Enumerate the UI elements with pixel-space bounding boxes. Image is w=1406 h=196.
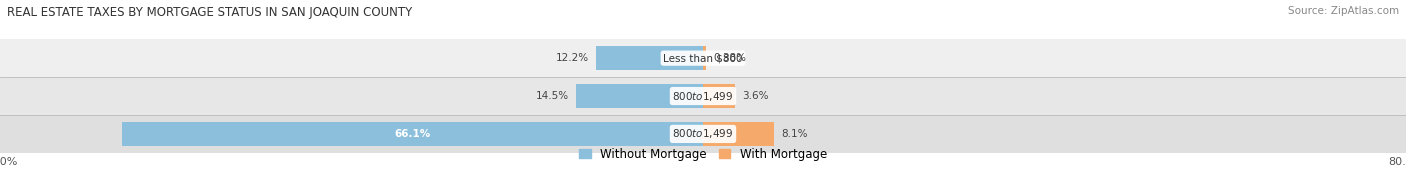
Legend: Without Mortgage, With Mortgage: Without Mortgage, With Mortgage — [579, 148, 827, 161]
Text: REAL ESTATE TAXES BY MORTGAGE STATUS IN SAN JOAQUIN COUNTY: REAL ESTATE TAXES BY MORTGAGE STATUS IN … — [7, 6, 412, 19]
Bar — [0, 39, 1406, 77]
Text: $800 to $1,499: $800 to $1,499 — [672, 90, 734, 103]
Text: 0.38%: 0.38% — [713, 53, 747, 63]
Bar — [703, 84, 734, 108]
Text: Less than $800: Less than $800 — [664, 53, 742, 63]
Text: 66.1%: 66.1% — [395, 129, 430, 139]
Text: 12.2%: 12.2% — [555, 53, 589, 63]
Text: 8.1%: 8.1% — [782, 129, 807, 139]
Bar — [122, 122, 703, 146]
Text: 3.6%: 3.6% — [742, 91, 768, 101]
Text: $800 to $1,499: $800 to $1,499 — [672, 127, 734, 140]
Text: Source: ZipAtlas.com: Source: ZipAtlas.com — [1288, 6, 1399, 16]
Bar — [575, 84, 703, 108]
Bar — [703, 122, 775, 146]
Bar — [596, 46, 703, 70]
Bar — [0, 77, 1406, 115]
Bar — [0, 115, 1406, 153]
Text: 14.5%: 14.5% — [536, 91, 568, 101]
Bar — [703, 46, 706, 70]
